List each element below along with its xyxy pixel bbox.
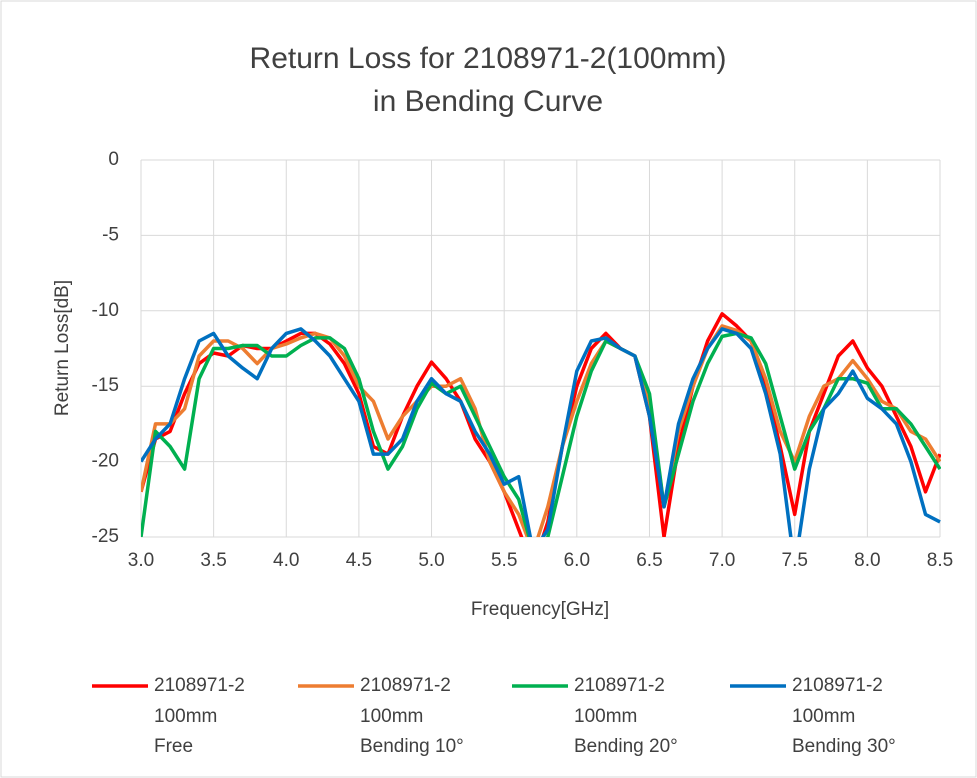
x-axis-label: Frequency[GHz]: [471, 599, 609, 620]
y-axis-label: Return Loss[dB]: [52, 280, 73, 416]
x-tick-label: 5.0: [418, 550, 444, 571]
y-tick-label: -10: [92, 300, 119, 321]
x-tick-label: 5.5: [491, 550, 517, 571]
chart-title: Return Loss for 2108971-2(100mm): [250, 42, 727, 75]
x-tick-label: 3.0: [128, 550, 154, 571]
legend-label: 2108971-2 100mm Bending 10°: [360, 675, 464, 757]
x-tick-label: 6.5: [636, 550, 662, 571]
x-tick-label: 3.5: [200, 550, 226, 571]
y-tick-label: -20: [92, 451, 119, 472]
y-tick-label: -25: [92, 526, 119, 547]
y-tick-label: 0: [108, 149, 119, 170]
chart-subtitle: in Bending Curve: [373, 85, 603, 118]
x-tick-label: 8.0: [854, 550, 880, 571]
x-tick-label: 4.0: [273, 550, 299, 571]
x-tick-label: 8.5: [927, 550, 953, 571]
legend-label: 2108971-2 100mm Bending 20°: [574, 675, 678, 757]
x-tick-label: 7.5: [782, 550, 808, 571]
legend-label: 2108971-2 100mm Bending 30°: [792, 675, 896, 757]
plot-area: [141, 312, 941, 537]
data-line: [141, 331, 941, 537]
legend-label: 2108971-2 100mm Free: [154, 675, 245, 757]
x-tick-label: 4.5: [346, 550, 372, 571]
y-tick-label: -5: [102, 224, 119, 245]
x-tick-label: 6.0: [564, 550, 590, 571]
y-tick-label: -15: [92, 375, 119, 396]
x-tick-label: 7.0: [709, 550, 735, 571]
data-line: [141, 327, 941, 537]
